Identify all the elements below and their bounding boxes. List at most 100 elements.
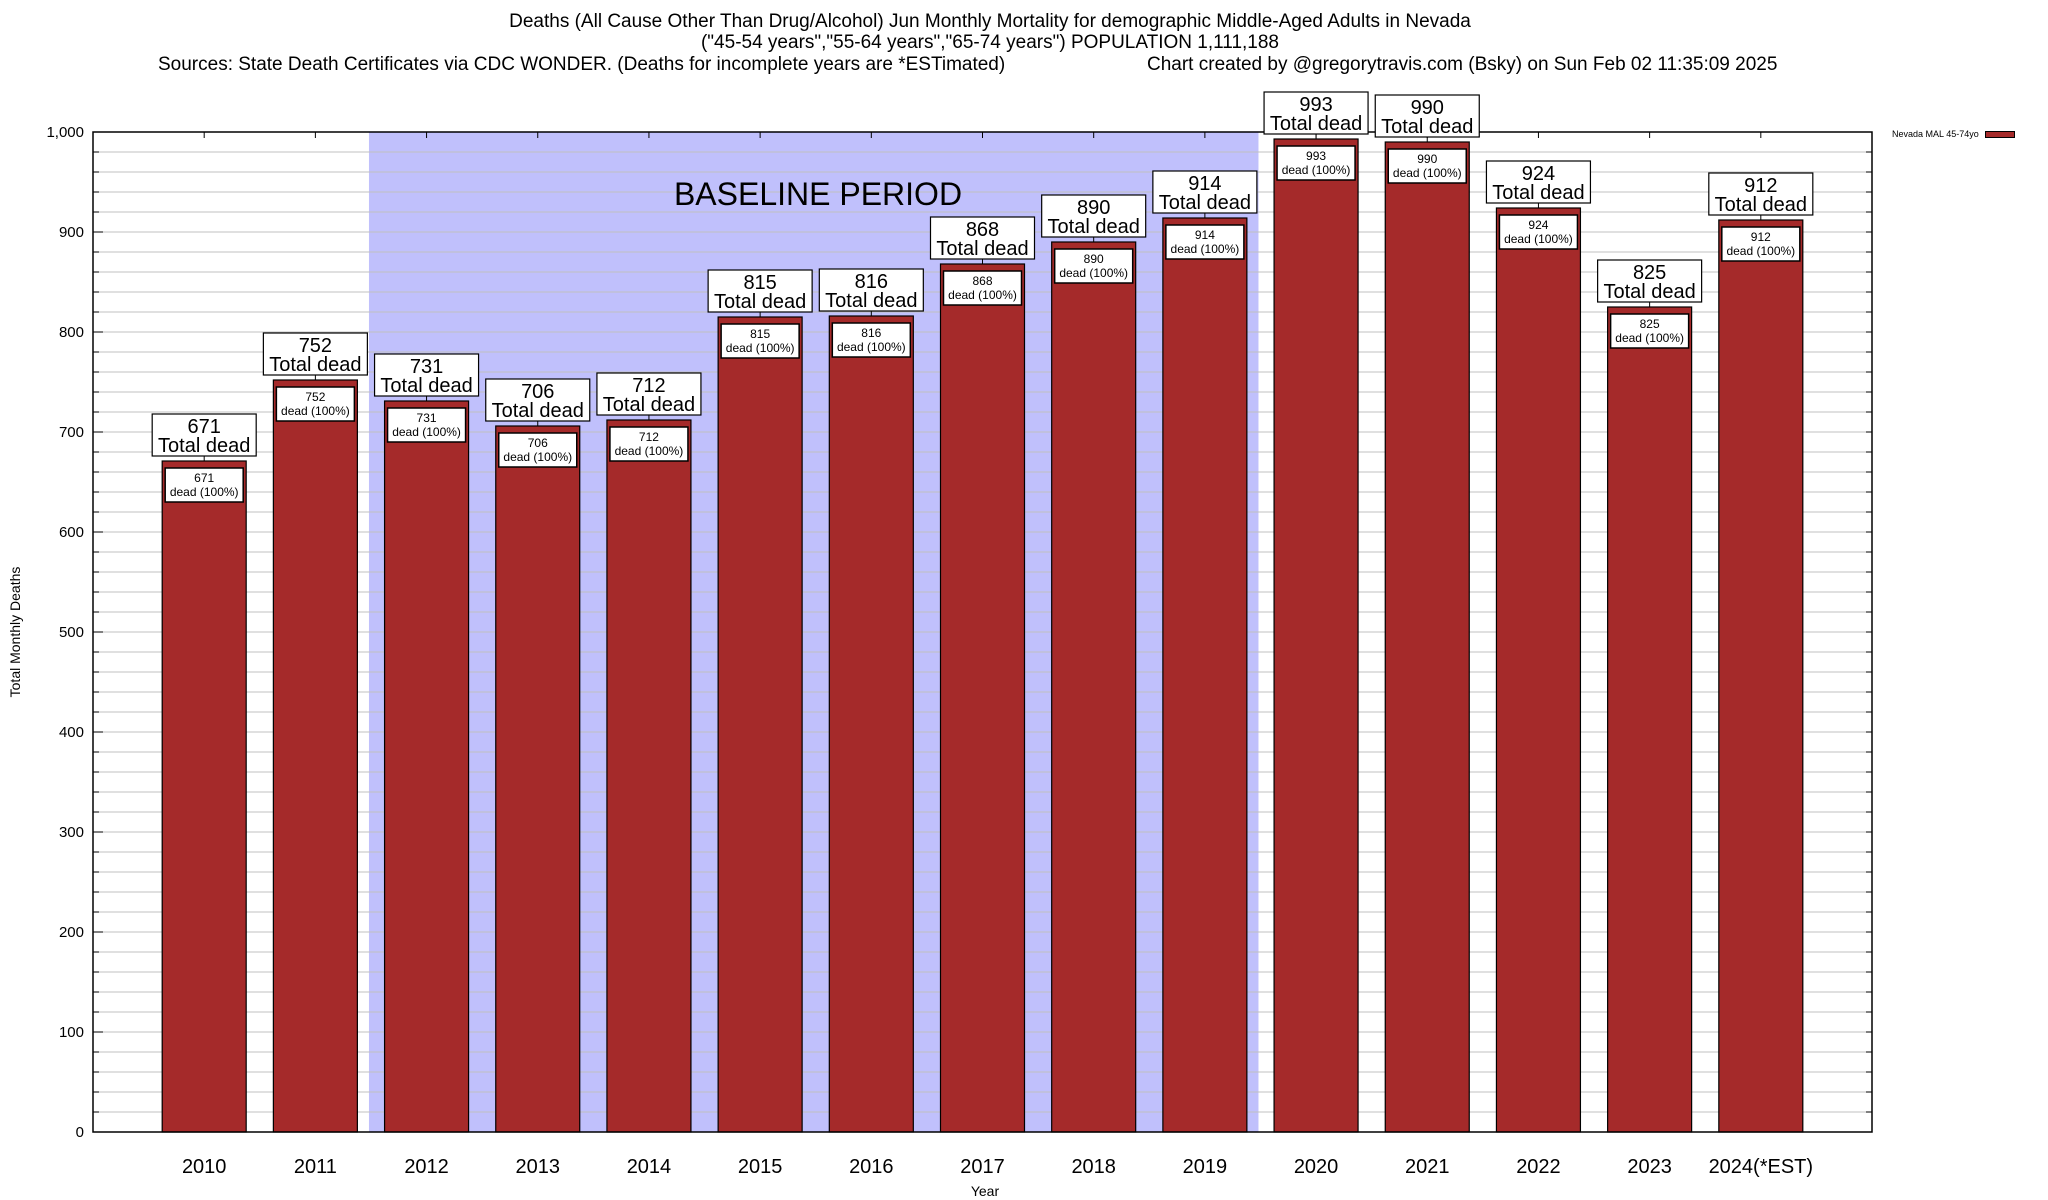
inner-label-value: 816: [861, 326, 881, 340]
total-label-box: [485, 378, 591, 422]
bar: [606, 419, 692, 1133]
inner-label-text: dead (100%): [1393, 166, 1462, 180]
bar: [383, 400, 470, 1133]
inner-label-value: 914: [1195, 228, 1215, 242]
y-tick-label: 300: [59, 824, 84, 841]
credit-line: Chart created by @gregorytravis.com (Bsk…: [1147, 54, 1778, 75]
inner-label-text: dead (100%): [503, 450, 572, 464]
total-label-box: [1597, 259, 1703, 303]
total-label-box: [373, 353, 480, 397]
y-tick-label: 900: [59, 224, 84, 241]
y-tick-label: 1,000: [46, 124, 84, 141]
inner-label-text: dead (100%): [392, 425, 461, 439]
inner-label-box: [609, 426, 689, 462]
bar: [1718, 219, 1804, 1133]
inner-label-text: dead (100%): [1615, 331, 1684, 345]
inner-label-box: [831, 322, 912, 358]
total-label-value: 990: [1411, 97, 1444, 119]
inner-label-box: [386, 407, 467, 443]
total-label-text: Total dead: [1381, 116, 1473, 138]
total-label-value: 868: [966, 219, 999, 241]
total-label-value: 815: [743, 272, 776, 294]
baseline-period-label: BASELINE PERIOD: [674, 176, 962, 212]
inner-label-value: 993: [1306, 149, 1326, 163]
inner-label-value: 706: [528, 436, 548, 450]
total-label-box: [596, 372, 702, 416]
total-label-text: Total dead: [492, 400, 584, 422]
total-label-text: Total dead: [269, 354, 361, 376]
total-label-text: Total dead: [714, 291, 806, 313]
bar: [1162, 217, 1248, 1133]
y-tick-label: 500: [59, 624, 84, 641]
bar: [1051, 241, 1137, 1133]
legend: Nevada MAL 45-74yo: [1892, 129, 2015, 139]
total-label-text: Total dead: [603, 394, 695, 416]
total-label-text: Total dead: [936, 238, 1028, 260]
total-label-value: 914: [1188, 173, 1221, 195]
inner-label-text: dead (100%): [170, 485, 239, 499]
bar: [1607, 306, 1693, 1133]
inner-label-text: dead (100%): [615, 444, 684, 458]
inner-label-box: [1053, 248, 1134, 284]
total-label-box: [707, 269, 813, 313]
inner-label-text: dead (100%): [948, 288, 1017, 302]
bar: [939, 263, 1026, 1133]
y-tick-label: 600: [59, 524, 84, 541]
inner-label-box: [942, 270, 1023, 306]
x-tick-label: 2019: [1183, 1156, 1228, 1178]
x-tick-label: 2012: [404, 1156, 449, 1178]
x-tick-label: 2022: [1516, 1156, 1561, 1178]
inner-label-box: [275, 386, 356, 422]
total-label-box: [151, 413, 257, 457]
inner-label-value: 731: [417, 411, 437, 425]
inner-label-box: [1165, 224, 1245, 260]
total-label-value: 671: [188, 416, 221, 438]
x-tick-label: 2013: [516, 1156, 561, 1178]
total-label-box: [1485, 160, 1592, 204]
inner-label-text: dead (100%): [1059, 266, 1128, 280]
sources-line: Sources: State Death Certificates via CD…: [158, 54, 1006, 75]
inner-label-box: [498, 432, 578, 468]
inner-label-value: 868: [972, 274, 992, 288]
inner-label-text: dead (100%): [1171, 242, 1240, 256]
y-tick-label: 400: [59, 724, 84, 741]
x-tick-label: 2010: [182, 1156, 227, 1178]
x-tick-label: 2016: [849, 1156, 894, 1178]
total-label-text: Total dead: [1492, 182, 1584, 204]
total-label-value: 993: [1299, 94, 1332, 116]
total-label-box: [1708, 172, 1814, 216]
y-tick-label: 700: [59, 424, 84, 441]
total-label-value: 816: [855, 271, 888, 293]
bar: [1384, 141, 1470, 1133]
bar: [828, 315, 914, 1133]
inner-label-box: [1387, 148, 1467, 184]
total-label-box: [1152, 170, 1258, 214]
total-label-value: 712: [632, 375, 665, 397]
total-label-value: 706: [521, 381, 554, 403]
total-label-text: Total dead: [1048, 216, 1140, 238]
inner-label-box: [164, 467, 244, 503]
x-tick-label: 2014: [627, 1156, 672, 1178]
x-tick-label: 2020: [1294, 1156, 1339, 1178]
x-tick-label: 2024(*EST): [1709, 1156, 1814, 1178]
inner-label-text: dead (100%): [281, 404, 350, 418]
y-tick-label: 0: [76, 1124, 84, 1141]
bar: [1273, 138, 1359, 1133]
legend-label: Nevada MAL 45-74yo: [1892, 129, 1979, 139]
inner-label-text: dead (100%): [1282, 163, 1351, 177]
y-tick-label: 800: [59, 324, 84, 341]
x-tick-label: 2021: [1405, 1156, 1450, 1178]
total-label-value: 731: [410, 356, 443, 378]
x-tick-label: 2015: [738, 1156, 783, 1178]
chart-title: Deaths (All Cause Other Than Drug/Alcoho…: [509, 11, 1471, 32]
inner-label-value: 924: [1528, 218, 1548, 232]
total-label-value: 752: [299, 335, 332, 357]
total-label-text: Total dead: [380, 375, 472, 397]
inner-label-text: dead (100%): [726, 341, 795, 355]
total-label-box: [1041, 194, 1147, 238]
x-tick-label: 2018: [1071, 1156, 1116, 1178]
legend-swatch: [1984, 130, 2015, 138]
total-label-text: Total dead: [1603, 281, 1695, 303]
total-label-text: Total dead: [1159, 192, 1251, 214]
